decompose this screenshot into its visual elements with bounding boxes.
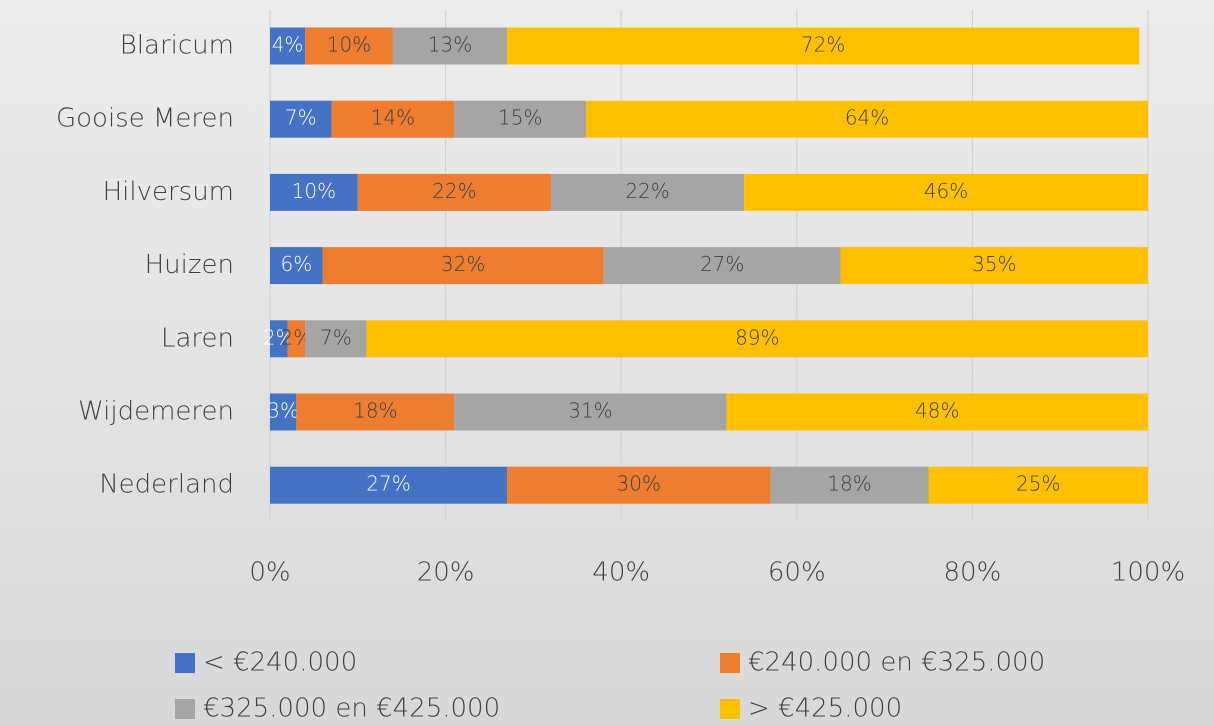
y-tick-label: Wijdemeren — [78, 397, 234, 427]
chart: 0% 20% 40% 60% 80% 100% Blaricum 4% 10% 13% 72% Goo… — [0, 0, 1214, 725]
data-label: 30% — [617, 472, 661, 496]
x-tick-label: 100% — [1111, 558, 1185, 588]
data-label: 18% — [353, 399, 397, 423]
data-label: 7% — [285, 106, 317, 130]
data-label: 15% — [498, 106, 542, 130]
data-label: 35% — [972, 252, 1016, 276]
legend-swatch — [720, 653, 740, 673]
y-tick-label: Hilversum — [103, 177, 234, 207]
data-label: 27% — [700, 252, 744, 276]
x-tick-label: 80% — [944, 558, 1002, 588]
data-label: 22% — [625, 179, 669, 203]
data-label: 27% — [366, 472, 410, 496]
x-tick-label: 60% — [768, 558, 826, 588]
data-label: 6% — [280, 252, 312, 276]
data-label: 32% — [441, 252, 485, 276]
data-label: 31% — [568, 399, 612, 423]
y-tick-label: Huizen — [145, 250, 234, 280]
x-tick-label: 0% — [249, 558, 290, 588]
data-label: 4% — [272, 33, 304, 57]
data-label: 46% — [924, 179, 968, 203]
data-label: 14% — [371, 106, 415, 130]
x-tick-label: 40% — [592, 558, 650, 588]
data-label: 13% — [428, 33, 472, 57]
y-tick-label: Blaricum — [120, 31, 234, 61]
x-tick-label: 20% — [417, 558, 475, 588]
y-tick-label: Nederland — [99, 470, 234, 500]
y-tick-label: Laren — [161, 323, 234, 353]
legend-swatch — [175, 653, 195, 673]
legend-swatch — [720, 699, 740, 719]
data-label: 18% — [827, 472, 871, 496]
data-label: 25% — [1016, 472, 1060, 496]
data-label: 3% — [267, 399, 299, 423]
legend-label: €240.000 en €325.000 — [748, 648, 1045, 678]
data-label: 89% — [735, 325, 779, 349]
y-tick-label: Gooise Meren — [56, 104, 234, 134]
legend-label: > €425.000 — [748, 694, 902, 724]
data-label: 7% — [320, 325, 352, 349]
data-label: 22% — [432, 179, 476, 203]
legend-swatch — [175, 699, 195, 719]
data-label: 10% — [292, 179, 336, 203]
data-label: 10% — [327, 33, 371, 57]
data-label: 64% — [845, 106, 889, 130]
data-label: 48% — [915, 399, 959, 423]
data-label: 72% — [801, 33, 845, 57]
legend-label: < €240.000 — [203, 648, 357, 678]
legend-label: €325.000 en €425.000 — [203, 694, 500, 724]
